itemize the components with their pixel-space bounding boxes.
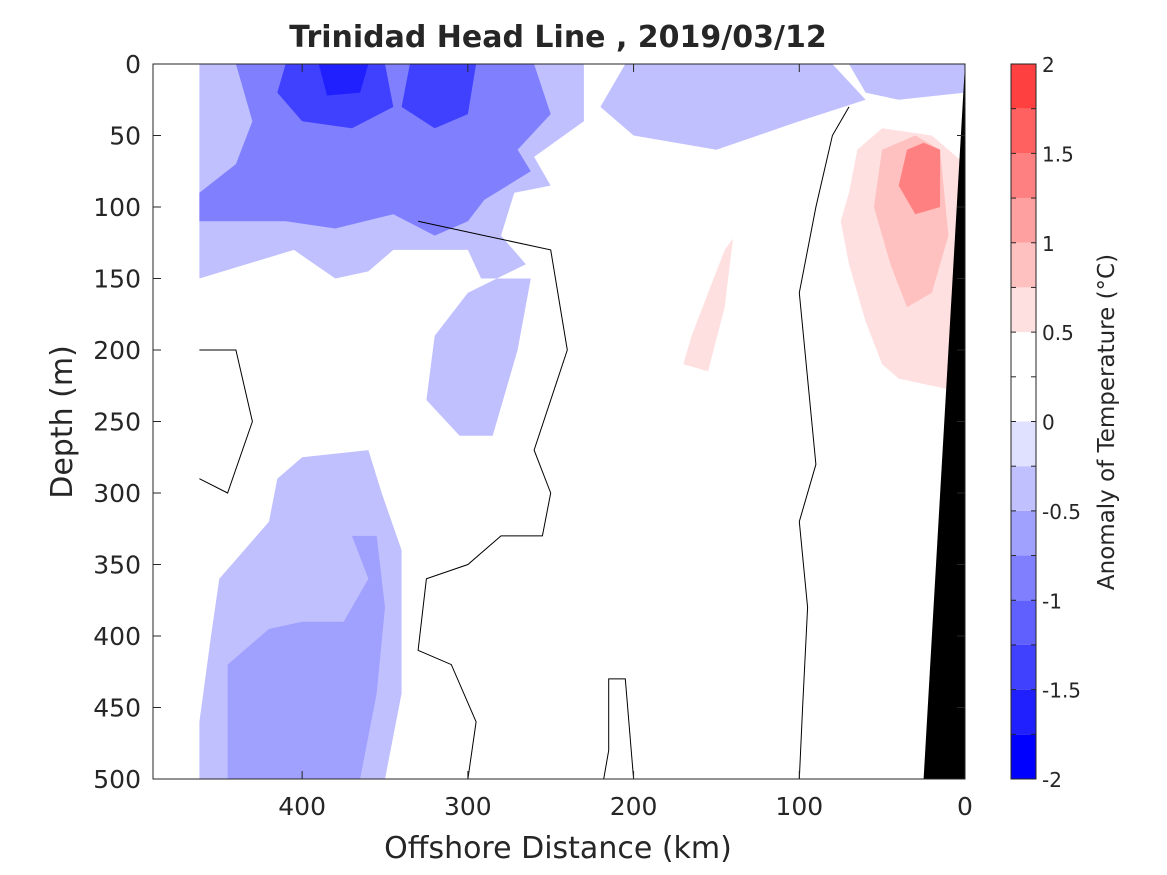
x-axis-ticks: 400 300 200 100 0 [278,64,973,821]
colorbar-tick-label: -1 [1042,589,1062,613]
seafloor-shape [923,64,965,779]
zero-contour-3 [199,349,253,494]
chart-title: Trinidad Head Line , 2019/03/12 [289,20,826,55]
colorbar-tick-label: 2 [1042,53,1055,77]
colorbar-tick-label: 0 [1042,411,1055,435]
heatmap-regions [199,64,965,779]
heatmap-region-12 [683,238,733,372]
y-tick-label: 450 [93,694,141,723]
colorbar-segment [1011,555,1036,601]
colorbar-tick-label: 1.5 [1042,142,1074,166]
colorbar-segment [1011,108,1036,154]
colorbar-tick-label: -1.5 [1042,679,1081,703]
heatmap-region-2 [849,64,965,100]
colorbar-tick-label: 0.5 [1042,321,1074,345]
colorbar-tick-label: -0.5 [1042,500,1081,524]
y-tick-label: 250 [93,408,141,437]
y-axis-ticks: 0 50 100 150 200 250 300 350 400 450 500 [93,50,965,794]
zero-contour-0 [798,106,850,779]
colorbar-tick-label: -2 [1042,768,1062,792]
colorbar-tick-label: 1 [1042,232,1055,256]
y-tick-label: 400 [93,622,141,651]
y-tick-label: 350 [93,551,141,580]
x-tick-label: 0 [957,792,973,821]
colorbar-segment [1011,332,1036,377]
x-tick-label: 400 [278,792,326,821]
y-tick-label: 200 [93,336,141,365]
x-tick-label: 100 [775,792,823,821]
zero-contours [199,106,850,779]
colorbar-segment [1011,734,1036,779]
colorbar-segment [1011,287,1036,333]
y-tick-label: 150 [93,265,141,294]
colorbar-segment [1011,644,1036,690]
heatmap-region-11 [898,142,941,215]
x-tick-label: 300 [444,792,492,821]
colorbar-frame [1010,63,1037,780]
x-tick-label: 200 [610,792,658,821]
colorbar-segment [1011,64,1036,109]
zero-contour-2 [417,220,568,779]
colorbar-segment [1011,242,1036,288]
zero-contour-1 [603,678,635,779]
colorbar-segment [1011,421,1036,467]
heatmap-region-5 [401,64,477,129]
colorbar-segment [1011,198,1036,243]
heatmap-region-8 [227,535,385,779]
y-tick-label: 300 [93,479,141,508]
heatmap-region-6 [318,64,369,96]
colorbar-segment [1011,689,1036,735]
heatmap-region-4 [277,64,394,129]
colorbar-segment [1011,153,1036,199]
heatmap-region-1 [600,64,866,150]
y-tick-label: 0 [125,50,141,79]
colorbar-label: Anomaly of Temperature (°C) [1094,254,1120,590]
colorbar: -2 -1.5 -1 -0.5 0 0.5 1 1.5 2 [1010,53,1081,792]
colorbar-segment [1011,600,1036,645]
colorbar-segment [1011,510,1036,556]
seafloor-layer [923,64,965,779]
x-axis-label: Offshore Distance (km) [384,831,732,866]
colorbar-segment [1011,466,1036,511]
y-tick-label: 100 [93,193,141,222]
y-axis-label: Depth (m) [45,345,80,499]
y-tick-label: 500 [93,765,141,794]
colorbar-segment [1011,376,1036,422]
y-tick-label: 50 [109,122,141,151]
